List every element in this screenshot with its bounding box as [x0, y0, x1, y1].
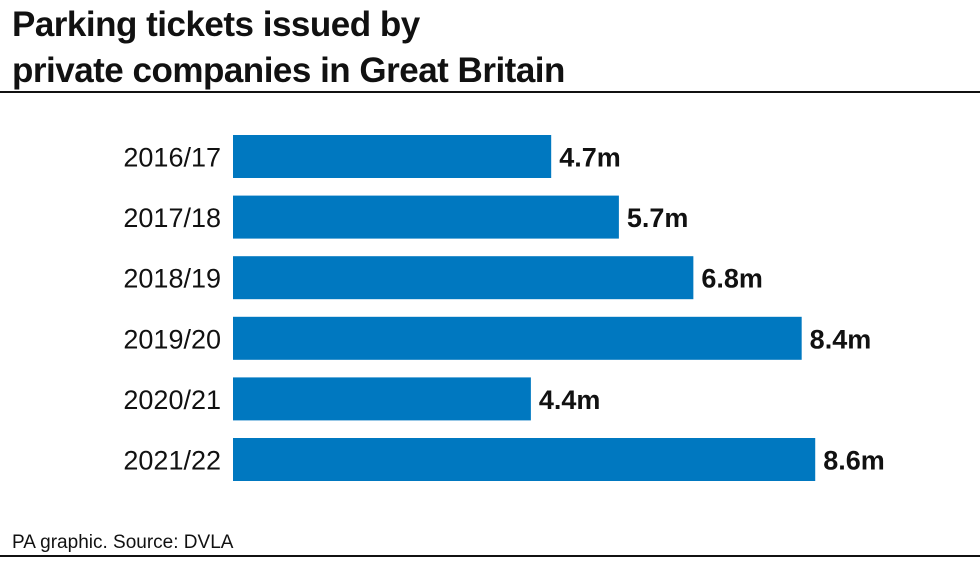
chart-title: Parking tickets issued by private compan…: [12, 2, 565, 94]
data-label: 6.8m: [701, 264, 763, 294]
category-label: 2021/22: [123, 446, 221, 476]
category-label: 2020/21: [123, 385, 221, 415]
data-label: 4.7m: [559, 143, 621, 173]
bar-2021-22: [233, 438, 816, 481]
bar-2019-20: [233, 316, 802, 360]
category-label: 2017/18: [123, 203, 221, 233]
bar-2017-18: [233, 195, 619, 239]
bottom-divider: [0, 555, 980, 557]
title-line-2: private companies in Great Britain: [12, 51, 565, 90]
title-divider: [0, 91, 980, 93]
source-note: PA graphic. Source: DVLA: [12, 532, 234, 553]
category-label: 2016/17: [123, 143, 221, 173]
title-line-1: Parking tickets issued by: [12, 5, 420, 44]
bar-2016-17: [233, 135, 552, 178]
data-label: 8.4m: [810, 324, 872, 354]
category-label: 2018/19: [123, 264, 221, 294]
bar-2020-21: [233, 377, 531, 421]
data-label: 8.6m: [823, 446, 885, 476]
bar-2018-19: [233, 256, 694, 300]
data-label: 5.7m: [627, 203, 689, 233]
data-label: 4.4m: [539, 385, 601, 415]
category-label: 2019/20: [123, 324, 221, 354]
